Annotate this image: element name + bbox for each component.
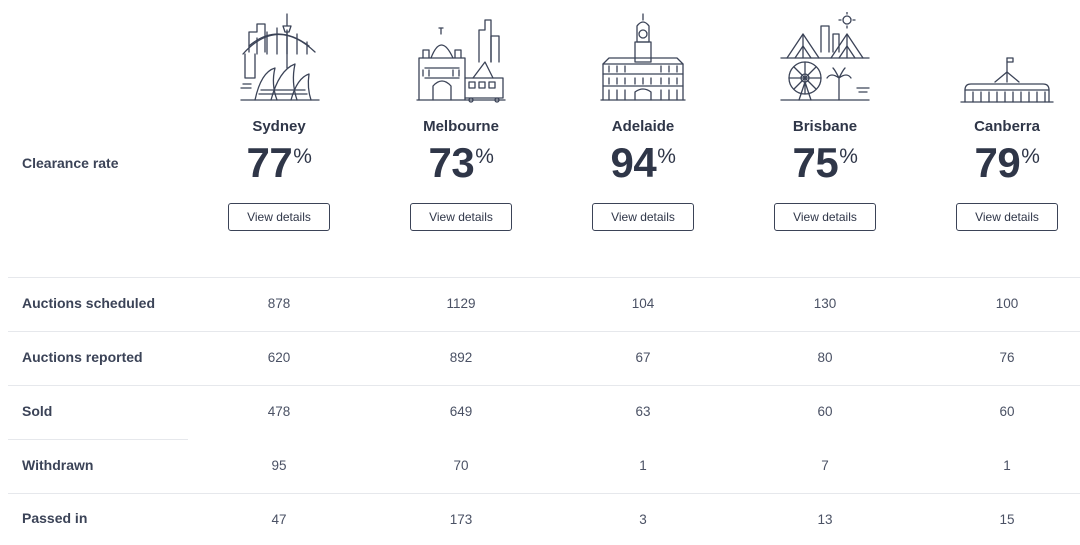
cell-auctions-scheduled: 100 [995,296,1019,311]
cell-withdrawn: 1 [1003,458,1011,473]
cell-sold: 478 [267,404,291,419]
city-name: Melbourne [423,118,499,135]
auctions-reported-label: Auctions reported [22,349,143,365]
cell-auctions-scheduled: 130 [813,296,837,311]
row-divider [8,331,1080,332]
cell-auctions-reported: 76 [999,350,1015,365]
clearance-rate-value: 79% [974,139,1040,186]
withdrawn-label: Withdrawn [22,457,94,473]
cell-auctions-scheduled: 104 [631,296,655,311]
sydney-skyline-icon [240,13,320,101]
cell-passed-in: 47 [271,512,287,527]
cell-sold: 63 [635,404,651,419]
row-divider [8,439,188,440]
passed-in-label: Passed in [22,510,88,526]
cell-withdrawn: 7 [821,458,829,473]
city-column-brisbane: Brisbane 75% View details [734,0,916,231]
row-divider [8,385,1080,386]
cell-auctions-scheduled: 878 [267,296,291,311]
cell-sold: 60 [817,404,833,419]
auctions-scheduled-label: Auctions scheduled [22,295,156,311]
percent-sign: % [839,145,858,168]
clearance-rate-value: 94% [610,139,676,186]
cell-withdrawn: 1 [639,458,647,473]
clearance-rate-label: Clearance rate [22,155,119,171]
cell-auctions-reported: 892 [449,350,473,365]
percent-sign: % [1021,145,1040,168]
canberra-parliament-icon [960,57,1054,103]
cell-passed-in: 3 [639,512,647,527]
cell-passed-in: 173 [449,512,473,527]
percent-sign: % [657,145,676,168]
percent-sign: % [475,145,494,168]
cell-sold: 649 [449,404,473,419]
row-divider [8,277,1080,278]
view-details-button-adelaide[interactable]: View details [592,203,694,231]
clearance-rate-value: 75% [792,139,858,186]
city-column-sydney: Sydney 77% View details [188,0,370,231]
cell-auctions-reported: 620 [267,350,291,365]
city-column-adelaide: Adelaide 94% View details [552,0,734,231]
view-details-button-melbourne[interactable]: View details [410,203,512,231]
sold-label: Sold [22,403,53,419]
view-details-button-canberra[interactable]: View details [956,203,1058,231]
clearance-rate-value: 77% [246,139,312,186]
adelaide-town-hall-icon [600,13,686,101]
cell-withdrawn: 95 [271,458,287,473]
brisbane-skyline-icon [780,12,870,101]
cell-withdrawn: 70 [453,458,469,473]
row-divider [8,493,1080,494]
cell-passed-in: 15 [999,512,1015,527]
view-details-button-brisbane[interactable]: View details [774,203,876,231]
city-name: Canberra [974,118,1040,135]
city-column-melbourne: Melbourne 73% View details [370,0,552,231]
percent-sign: % [293,145,312,168]
city-name: Adelaide [611,118,675,135]
view-details-button-sydney[interactable]: View details [228,203,330,231]
cell-auctions-reported: 67 [635,350,651,365]
city-column-canberra: Canberra 79% View details [916,0,1080,231]
cell-auctions-scheduled: 1129 [446,296,476,311]
melbourne-skyline-icon [416,19,506,103]
cell-passed-in: 13 [817,512,833,527]
city-name: Brisbane [792,118,858,135]
cell-auctions-reported: 80 [817,350,833,365]
clearance-rate-value: 73% [428,139,494,186]
city-name: Sydney [252,118,306,135]
cell-sold: 60 [999,404,1015,419]
